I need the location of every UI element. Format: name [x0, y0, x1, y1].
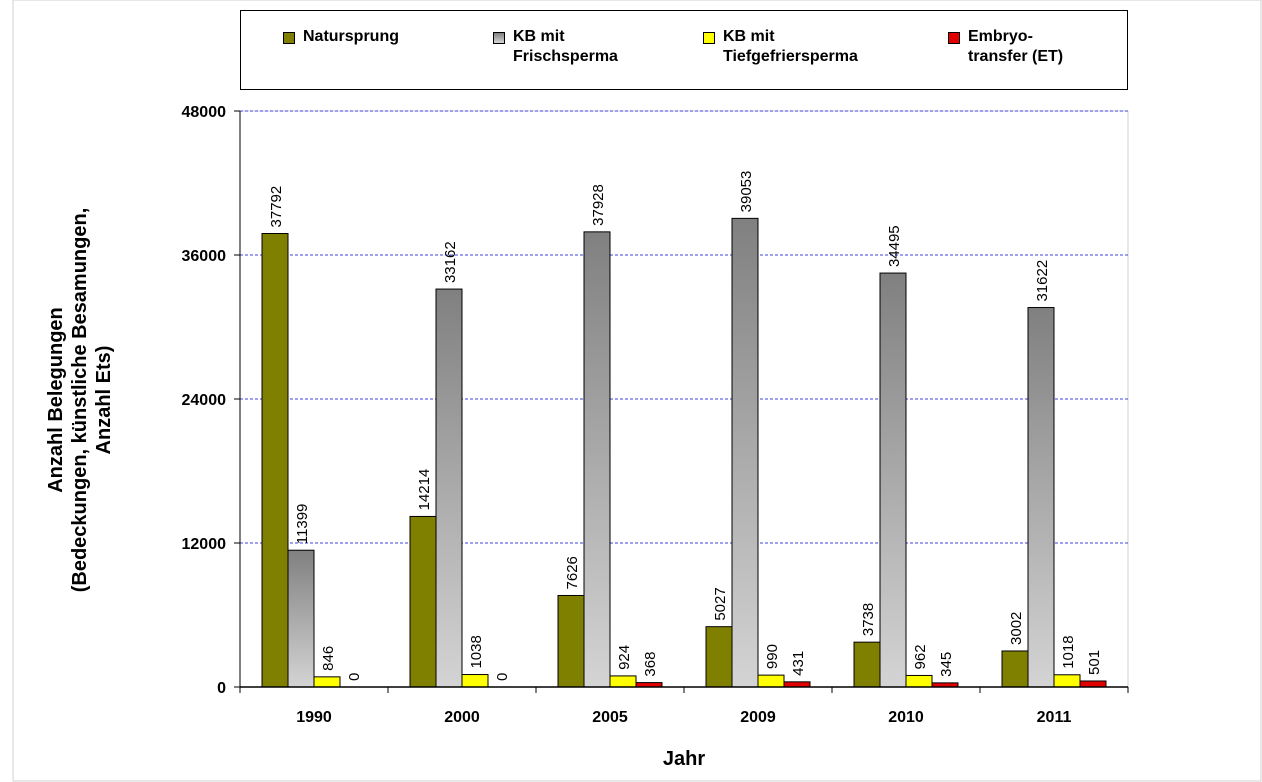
bar: [1053, 674, 1081, 688]
legend-label: KB mit Tiefgefriersperma: [723, 28, 858, 65]
legend-swatch: [283, 32, 295, 44]
y-tick-label: 48000: [182, 104, 227, 121]
data-label: 501: [1086, 650, 1103, 675]
bar: [853, 641, 881, 688]
bar: [1001, 650, 1029, 688]
data-label: 34495: [886, 225, 903, 267]
legend: Natursprung KB mit Frischsperma KB mit Tie…: [240, 10, 1128, 90]
data-label: 990: [764, 644, 781, 669]
legend-swatch: [703, 32, 715, 44]
data-label: 0: [346, 673, 363, 681]
bar: [1079, 680, 1107, 688]
bar: [261, 232, 289, 688]
data-label: 0: [494, 673, 511, 681]
data-label: 7626: [564, 556, 581, 589]
y-axis-label: Anzahl Belegungen (Bedeckungen, künstlic…: [45, 207, 115, 593]
y-tick-label: 12000: [182, 536, 227, 553]
data-label: 39053: [738, 171, 755, 213]
data-label: 345: [938, 652, 955, 677]
data-label: 1018: [1060, 635, 1077, 668]
x-tick-label: 1990: [296, 709, 332, 726]
data-label: 37928: [590, 184, 607, 226]
legend-swatch: [948, 32, 960, 44]
legend-swatch: [493, 32, 505, 44]
bar: [409, 515, 437, 688]
bar: [879, 272, 907, 688]
data-label: 368: [642, 652, 659, 677]
bar: [757, 674, 785, 688]
data-label: 3738: [860, 603, 877, 636]
data-label: 962: [912, 644, 929, 669]
x-tick-label: 2011: [1037, 709, 1072, 726]
bar: [583, 231, 611, 688]
data-label: 31622: [1034, 260, 1051, 302]
data-label: 5027: [712, 587, 729, 620]
data-label: 11399: [294, 504, 311, 545]
legend-label: KB mit Frischsperma: [513, 28, 618, 65]
bar: [313, 676, 341, 688]
x-axis-label: Jahr: [662, 748, 706, 770]
bar: [1027, 307, 1055, 688]
data-label: 14214: [416, 469, 433, 511]
x-tick-label: 2000: [444, 709, 480, 726]
bar: [461, 674, 489, 688]
data-label: 846: [320, 646, 337, 671]
data-label: 3002: [1008, 612, 1025, 645]
frame: [12, 0, 1262, 782]
legend-label: Natursprung: [303, 28, 399, 45]
data-label: 1038: [468, 635, 485, 668]
y-tick-label: 0: [217, 680, 226, 697]
legend-label: Embryo- transfer (ET): [968, 28, 1064, 65]
data-label: 33162: [442, 241, 459, 283]
data-label: 431: [790, 651, 807, 676]
y-tick-label: 24000: [182, 392, 227, 409]
x-tick-label: 2005: [592, 709, 628, 726]
y-tick-label: 36000: [182, 248, 227, 265]
bar: [705, 626, 733, 688]
x-tick-label: 2009: [740, 709, 776, 726]
data-label: 37792: [268, 186, 285, 228]
bar: [731, 217, 759, 688]
bar: [609, 675, 637, 688]
bar: [905, 674, 933, 688]
data-label: 924: [616, 645, 633, 670]
bar: [435, 288, 463, 688]
bar: [783, 681, 811, 688]
bar: [287, 549, 315, 688]
x-tick-label: 2010: [888, 709, 924, 726]
bar: [557, 594, 585, 688]
